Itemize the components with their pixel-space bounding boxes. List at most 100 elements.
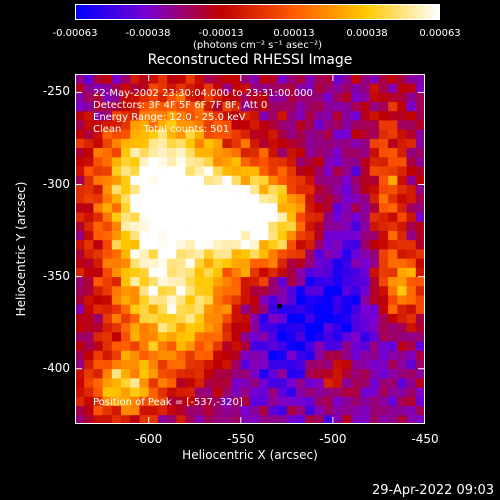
heatmap-cell [296, 147, 306, 158]
heatmap-cell [388, 304, 398, 314]
heatmap-cell [185, 359, 196, 370]
heatmap-cell [93, 377, 104, 388]
heatmap-cell [286, 129, 297, 139]
heatmap-cell [167, 101, 177, 112]
heatmap-cell [415, 83, 425, 93]
heatmap-cell [148, 92, 159, 103]
heatmap-cell [369, 350, 380, 360]
heatmap-cell [388, 212, 398, 222]
heatmap-cell [203, 156, 214, 167]
heatmap-cell [378, 230, 389, 241]
heatmap-cell [388, 110, 398, 121]
heatmap-cell [369, 74, 380, 84]
heatmap-cell [84, 341, 94, 351]
heatmap-cell [111, 350, 122, 360]
heatmap-cell [130, 322, 140, 333]
heatmap-cell [157, 295, 168, 305]
heatmap-cell [360, 212, 371, 222]
heatmap-cell [250, 202, 260, 213]
heatmap-cell [194, 313, 205, 324]
heatmap-cell [167, 239, 177, 250]
heatmap-cell [378, 193, 389, 204]
heatmap-cell [305, 221, 315, 231]
heatmap-cell [351, 405, 361, 416]
heatmap-cell [296, 368, 306, 379]
heatmap-cell [102, 350, 113, 360]
heatmap-cell [102, 267, 113, 278]
heatmap-cell [93, 322, 104, 333]
heatmap-cell [130, 202, 140, 213]
heatmap-cell [93, 230, 104, 241]
heatmap-cell [360, 368, 371, 379]
heatmap-cell [250, 377, 260, 388]
heatmap-cell [415, 267, 425, 278]
heatmap-cell [397, 156, 407, 167]
heatmap-cell [351, 396, 361, 406]
heatmap-cell [75, 156, 85, 167]
heatmap-cell [268, 184, 279, 195]
heatmap-cell [286, 175, 297, 185]
heatmap-cell [397, 147, 407, 158]
heatmap-cell [194, 350, 205, 360]
heatmap-cell [121, 212, 131, 222]
heatmap-cell [130, 276, 140, 287]
heatmap-cell [176, 202, 186, 213]
heatmap-cell [213, 331, 223, 342]
heatmap-cell [323, 138, 334, 149]
heatmap-cell [121, 166, 131, 176]
heatmap-cell [388, 405, 398, 416]
heatmap-cell [111, 322, 122, 333]
heatmap-cell [314, 350, 325, 360]
heatmap-cell [75, 221, 85, 231]
heatmap-cell [222, 276, 232, 287]
heatmap-cell [139, 184, 150, 195]
heatmap-cell [342, 221, 352, 231]
heatmap-cell [194, 147, 205, 158]
heatmap-cell [259, 83, 269, 93]
heatmap-cell [296, 83, 306, 93]
heatmap-cell [369, 202, 380, 213]
heatmap-cell [360, 258, 371, 268]
heatmap-cell [167, 267, 177, 278]
heatmap-cell [130, 387, 140, 397]
heatmap-cell [111, 285, 122, 296]
heatmap-cell [259, 341, 269, 351]
heatmap-cell [84, 202, 94, 213]
heatmap-cell [351, 368, 361, 379]
heatmap-cell [148, 405, 159, 416]
heatmap-cell [84, 101, 94, 112]
heatmap-cell [194, 249, 205, 259]
heatmap-cell [157, 230, 168, 241]
heatmap-cell [360, 101, 371, 112]
heatmap-cell [167, 341, 177, 351]
heatmap-cell [397, 249, 407, 259]
heatmap-cell [203, 249, 214, 259]
heatmap-cell [360, 341, 371, 351]
heatmap-cell [388, 74, 398, 84]
heatmap-cell [286, 138, 297, 149]
heatmap-cell [250, 92, 260, 103]
heatmap-cell [130, 110, 140, 121]
heatmap-cell [378, 221, 389, 231]
heatmap-cell [296, 230, 306, 241]
heatmap-cell [351, 212, 361, 222]
heatmap-cell [378, 387, 389, 397]
heatmap-cell [351, 184, 361, 195]
heatmap-cell [378, 239, 389, 250]
heatmap-cell [305, 359, 315, 370]
heatmap-cell [121, 341, 131, 351]
heatmap-cell [305, 92, 315, 103]
heatmap-cell [111, 239, 122, 250]
heatmap-cell [102, 184, 113, 195]
heatmap-cell [277, 129, 288, 139]
heatmap-cell [231, 405, 242, 416]
heatmap-cell [240, 184, 251, 195]
heatmap-cell [360, 138, 371, 149]
info-energy-range: Energy Range: 12.0 - 25.0 keV [93, 112, 246, 123]
heatmap-cell [185, 285, 196, 296]
heatmap-cell [176, 387, 186, 397]
heatmap-cell [351, 359, 361, 370]
y-tick-label: -350 [42, 268, 70, 283]
heatmap-cell [360, 331, 371, 342]
heatmap-cell [111, 212, 122, 222]
